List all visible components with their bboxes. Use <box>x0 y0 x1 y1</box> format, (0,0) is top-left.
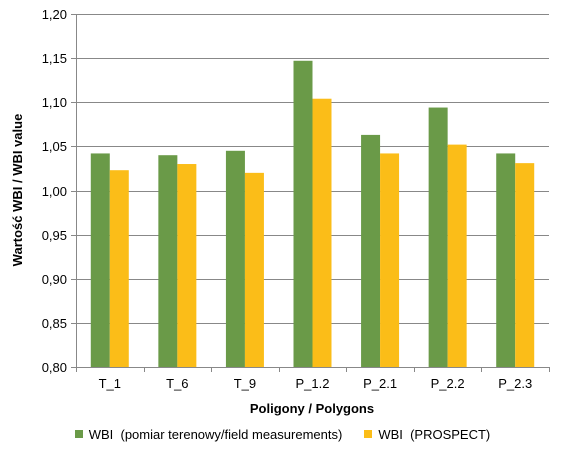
y-tick-label: 0,85 <box>42 316 67 331</box>
x-tick-label: P_2.3 <box>498 376 532 391</box>
axes <box>76 14 550 372</box>
bar-prospect-P_2.1 <box>380 153 400 367</box>
legend-item-prospect: WBI (PROSPECT) <box>364 427 490 442</box>
legend-swatch-field <box>74 430 83 438</box>
bar-field-P_2.1 <box>361 134 381 367</box>
bar-field-T_6 <box>158 155 178 367</box>
legend-swatch-prospect <box>364 430 373 438</box>
legend-label-field: WBI (pomiar terenowy/field measurements) <box>88 426 343 442</box>
bar-field-P_2.2 <box>428 107 448 368</box>
bar-field-P_2.3 <box>496 153 516 367</box>
y-tick-label: 1,05 <box>42 139 67 154</box>
bar-field-T_9 <box>225 150 245 367</box>
x-tick-label: T_1 <box>99 376 121 391</box>
y-tick-label: 1,15 <box>42 51 67 66</box>
bar-prospect-T_1 <box>109 170 129 367</box>
legend-label-prospect: WBI (PROSPECT) <box>378 426 491 442</box>
bar-field-T_1 <box>90 153 110 367</box>
x-tick-labels: T_1 T_6 T_9 P_1.2 P_2.1 P_2.2 P_2.3 <box>99 376 533 391</box>
x-tick-label: P_2.1 <box>363 376 397 391</box>
y-tick-label: 1,20 <box>42 7 67 22</box>
legend: WBI (pomiar terenowy/field measurements)… <box>0 424 565 444</box>
x-axis-title: Poligony / Polygons <box>250 401 374 416</box>
x-tick-label: P_1.2 <box>296 376 330 391</box>
x-tick-label: P_2.2 <box>431 376 465 391</box>
y-tick-label: 0,90 <box>42 272 67 287</box>
bar-prospect-T_6 <box>177 164 197 367</box>
bar-prospect-P_2.3 <box>515 163 535 367</box>
y-tick-label: 1,00 <box>42 184 67 199</box>
y-axis-title: Wartość WBI / WBI value <box>10 114 25 267</box>
bar-field-P_1.2 <box>293 60 313 368</box>
y-tick-label: 0,95 <box>42 228 67 243</box>
x-tick-label: T_9 <box>234 376 256 391</box>
y-tick-label: 1,10 <box>42 95 67 110</box>
legend-item-field: WBI (pomiar terenowy/field measurements) <box>74 426 343 442</box>
bar-prospect-P_1.2 <box>312 98 332 367</box>
bar-prospect-P_2.2 <box>447 144 467 367</box>
y-tick-label: 0,80 <box>42 360 67 375</box>
x-tick-label: T_6 <box>166 376 188 391</box>
bars <box>90 60 535 368</box>
y-tick-labels: 0,80 0,85 0,90 0,95 1,00 1,05 1,10 1,15 1,20 <box>42 7 67 375</box>
bar-prospect-T_9 <box>244 172 264 367</box>
